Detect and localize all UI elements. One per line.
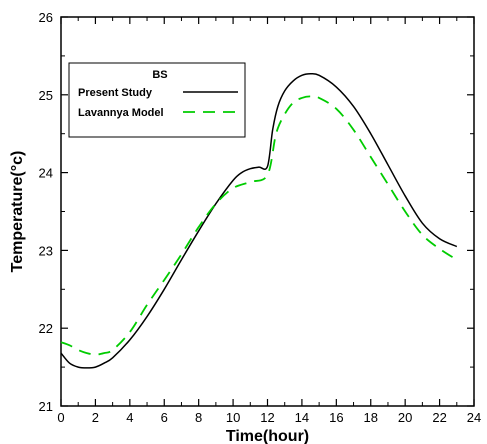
- legend-label: Present Study: [78, 87, 153, 99]
- legend: BS Present Study Lavannya Model: [68, 62, 246, 138]
- x-tick-label: 18: [364, 410, 378, 425]
- y-tick-label: 26: [39, 10, 53, 25]
- x-axis: 0 2 4 6 8 10 12 14 16 18 20 22 24: [57, 17, 481, 425]
- y-tick-label: 23: [39, 243, 53, 258]
- x-tick-label: 20: [398, 410, 412, 425]
- x-tick-label: 24: [467, 410, 481, 425]
- x-tick-label: 10: [226, 410, 240, 425]
- y-axis: 21 22 23 24 25 26: [39, 10, 474, 414]
- y-tick-label: 25: [39, 88, 53, 103]
- legend-label: Lavannya Model: [78, 107, 164, 119]
- x-tick-label: 4: [126, 410, 133, 425]
- series-layer: [60, 72, 458, 369]
- x-tick-label: 2: [92, 410, 99, 425]
- x-tick-label: 8: [195, 410, 202, 425]
- legend-box: [68, 62, 246, 138]
- y-tick-label: 22: [39, 321, 53, 336]
- x-tick-label: 12: [260, 410, 274, 425]
- y-tick-label: 21: [39, 399, 53, 414]
- x-tick-label: 14: [295, 410, 309, 425]
- y-tick-label: 24: [39, 166, 53, 181]
- x-tick-label: 6: [161, 410, 168, 425]
- series-line-lavannya-model: [60, 95, 458, 356]
- x-tick-label: 0: [57, 410, 64, 425]
- legend-title: BS: [152, 69, 167, 81]
- x-tick-label: 22: [432, 410, 446, 425]
- series-line-present-study: [60, 72, 458, 369]
- legend-items: Present Study Lavannya Model: [78, 87, 238, 119]
- x-tick-label: 16: [329, 410, 343, 425]
- x-axis-title: Time(hour): [226, 428, 309, 444]
- y-axis-title: Temperature(°c): [9, 151, 26, 273]
